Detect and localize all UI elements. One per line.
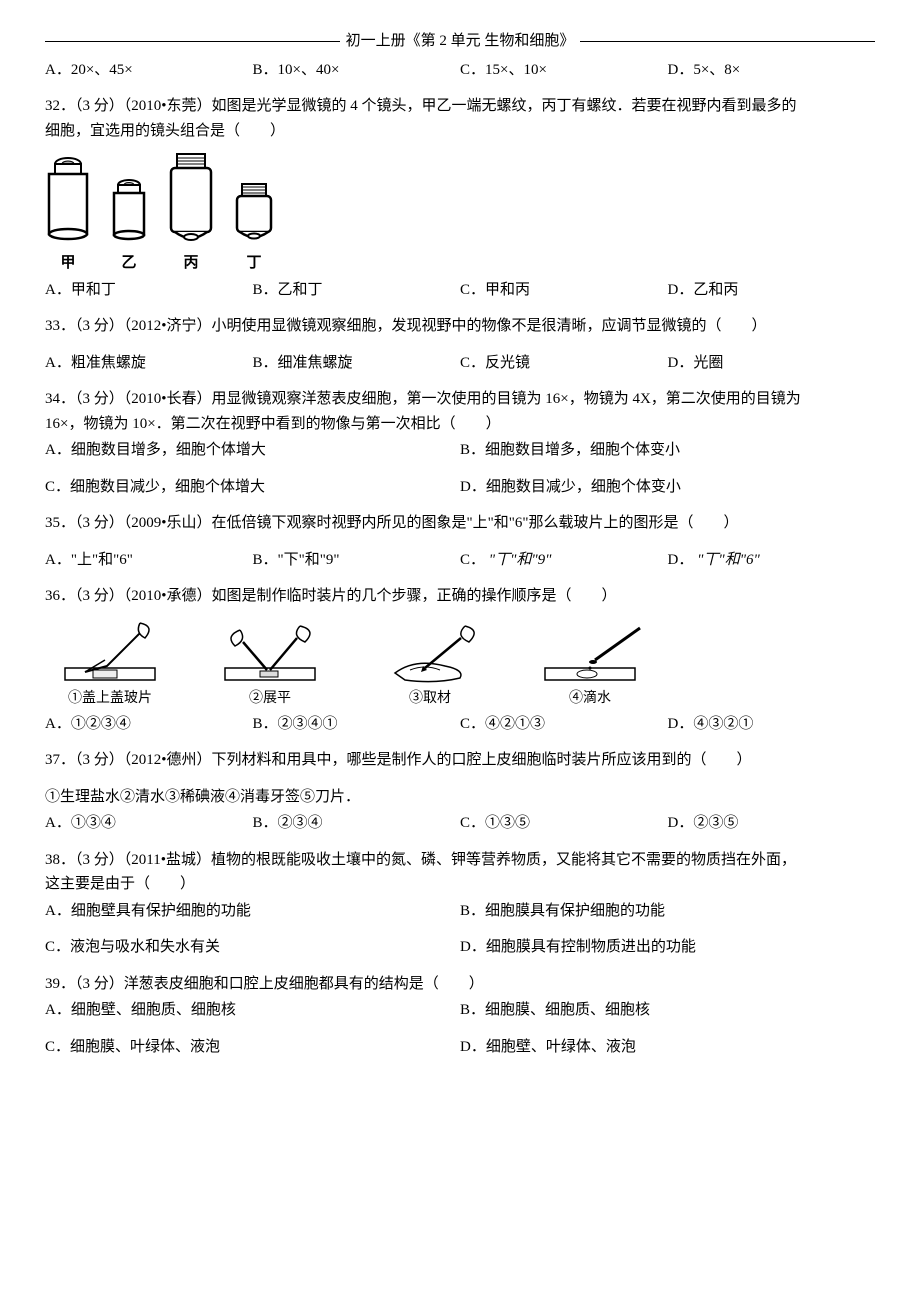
q39-stem: 39．（3 分）洋葱表皮细胞和口腔上皮细胞都具有的结构是（ ） xyxy=(45,973,875,996)
drop-water-icon xyxy=(525,618,655,688)
q36-opt-b: B．②③④① xyxy=(253,713,461,736)
step-3: ③取材 xyxy=(365,618,495,709)
q32-stem-2: 细胞，宜选用的镜头组合是（ ） xyxy=(45,120,875,143)
q38-opt-b: B．细胞膜具有保护细胞的功能 xyxy=(460,900,875,923)
step-4: ④滴水 xyxy=(525,618,655,709)
q32-options: A．甲和丁 B．乙和丁 C．甲和丙 D．乙和丙 xyxy=(45,279,875,302)
q39-opt-a: A．细胞壁、细胞质、细胞核 xyxy=(45,999,460,1022)
q38-options-cd: C．液泡与吸水和失水有关 D．细胞膜具有控制物质进出的功能 xyxy=(45,936,875,959)
q39-options-ab: A．细胞壁、细胞质、细胞核 B．细胞膜、细胞质、细胞核 xyxy=(45,999,875,1022)
q38-stem-1: 38．（3 分）（2011•盐城）植物的根既能吸收土壤中的氮、磷、钾等营养物质，… xyxy=(45,849,875,872)
q39: 39．（3 分）洋葱表皮细胞和口腔上皮细胞都具有的结构是（ ） A．细胞壁、细胞… xyxy=(45,973,875,1059)
q35-opt-a: A．"上"和"6" xyxy=(45,549,253,572)
q34-options-cd: C．细胞数目减少，细胞个体增大 D．细胞数目减少，细胞个体变小 xyxy=(45,476,875,499)
step-4-label: ④滴水 xyxy=(525,688,655,709)
q34-stem-2: 16×，物镜为 10×．第二次在视野中看到的物像与第一次相比（ ） xyxy=(45,413,875,436)
q38-stem-2: 这主要是由于（ ） xyxy=(45,873,875,896)
q33-stem: 33．（3 分）（2012•济宁）小明使用显微镜观察细胞，发现视野中的物像不是很… xyxy=(45,315,875,338)
step-2-label: ②展平 xyxy=(205,688,335,709)
q32-stem-1: 32．（3 分）（2010•东莞）如图是光学显微镜的 4 个镜头，甲乙一端无螺纹… xyxy=(45,95,875,118)
q32: 32．（3 分）（2010•东莞）如图是光学显微镜的 4 个镜头，甲乙一端无螺纹… xyxy=(45,95,875,301)
label-jia: 甲 xyxy=(45,252,91,275)
q32-figure xyxy=(45,152,875,248)
q39-opt-d: D．细胞壁、叶绿体、液泡 xyxy=(460,1036,875,1059)
q37-options: A．①③④ B．②③④ C．①③⑤ D．②③⑤ xyxy=(45,812,875,835)
q34-opt-a: A．细胞数目增多，细胞个体增大 xyxy=(45,439,460,462)
step-1-label: ①盖上盖玻片 xyxy=(45,688,175,709)
q34-stem-1: 34．（3 分）（2010•长春）用显微镜观察洋葱表皮细胞，第一次使用的目镜为 … xyxy=(45,388,875,411)
q33: 33．（3 分）（2012•济宁）小明使用显微镜观察细胞，发现视野中的物像不是很… xyxy=(45,315,875,374)
q31-opt-a: A．20×、45× xyxy=(45,59,253,82)
q35-opt-d: D． "丅"和"6" xyxy=(668,549,876,572)
q39-opt-b: B．细胞膜、细胞质、细胞核 xyxy=(460,999,875,1022)
q31-options: A．20×、45× B．10×、40× C．15×、10× D．5×、8× xyxy=(45,59,875,82)
q37-opt-c: C．①③⑤ xyxy=(460,812,668,835)
q36-options: A．①②③④ B．②③④① C．④②①③ D．④③②① xyxy=(45,713,875,736)
q34-opt-d: D．细胞数目减少，细胞个体变小 xyxy=(460,476,875,499)
q33-opt-d: D．光圈 xyxy=(668,352,876,375)
q31-opt-b: B．10×、40× xyxy=(253,59,461,82)
spread-icon xyxy=(205,618,335,688)
q37-opt-b: B．②③④ xyxy=(253,812,461,835)
q35-d-img: "丅"和"6" xyxy=(697,552,760,568)
q38-opt-d: D．细胞膜具有控制物质进出的功能 xyxy=(460,936,875,959)
q36-opt-c: C．④②①③ xyxy=(460,713,668,736)
lens-ding-icon xyxy=(233,182,275,248)
step-3-label: ③取材 xyxy=(365,688,495,709)
q35-options: A．"上"和"6" B．"下"和"9" C． "丅"和"9" D． "丅"和"6… xyxy=(45,549,875,572)
q38-options-ab: A．细胞壁具有保护细胞的功能 B．细胞膜具有保护细胞的功能 xyxy=(45,900,875,923)
q32-labels: 甲 乙 丙 丁 xyxy=(45,252,875,275)
q32-opt-c: C．甲和丙 xyxy=(460,279,668,302)
label-bing: 丙 xyxy=(167,252,215,275)
q31-opt-d: D．5×、8× xyxy=(668,59,876,82)
q31-opt-c: C．15×、10× xyxy=(460,59,668,82)
q34-opt-c: C．细胞数目减少，细胞个体增大 xyxy=(45,476,460,499)
q35-opt-b: B．"下"和"9" xyxy=(253,549,461,572)
q37-opt-d: D．②③⑤ xyxy=(668,812,876,835)
q36: 36．（3 分）（2010•承德）如图是制作临时装片的几个步骤，正确的操作顺序是… xyxy=(45,585,875,735)
q36-opt-d: D．④③②① xyxy=(668,713,876,736)
q38-opt-c: C．液泡与吸水和失水有关 xyxy=(45,936,460,959)
q35-stem: 35．（3 分）（2009•乐山）在低倍镜下观察时视野内所见的图象是"上"和"6… xyxy=(45,512,875,535)
q33-opt-a: A．粗准焦螺旋 xyxy=(45,352,253,375)
sample-icon xyxy=(365,618,495,688)
q34-opt-b: B．细胞数目增多，细胞个体变小 xyxy=(460,439,875,462)
lens-jia-icon xyxy=(45,156,91,248)
q37: 37．（3 分）（2012•德州）下列材料和用具中，哪些是制作人的口腔上皮细胞临… xyxy=(45,749,875,835)
q34-options-ab: A．细胞数目增多，细胞个体增大 B．细胞数目增多，细胞个体变小 xyxy=(45,439,875,462)
q33-opt-c: C．反光镜 xyxy=(460,352,668,375)
q39-options-cd: C．细胞膜、叶绿体、液泡 D．细胞壁、叶绿体、液泡 xyxy=(45,1036,875,1059)
q35-opt-c: C． "丅"和"9" xyxy=(460,549,668,572)
q36-opt-a: A．①②③④ xyxy=(45,713,253,736)
q32-opt-a: A．甲和丁 xyxy=(45,279,253,302)
q32-opt-d: D．乙和丙 xyxy=(668,279,876,302)
q36-stem: 36．（3 分）（2010•承德）如图是制作临时装片的几个步骤，正确的操作顺序是… xyxy=(45,585,875,608)
lens-yi-icon xyxy=(109,178,149,248)
q35: 35．（3 分）（2009•乐山）在低倍镜下观察时视野内所见的图象是"上"和"6… xyxy=(45,512,875,571)
q33-opt-b: B．细准焦螺旋 xyxy=(253,352,461,375)
q38-opt-a: A．细胞壁具有保护细胞的功能 xyxy=(45,900,460,923)
label-yi: 乙 xyxy=(109,252,149,275)
q38: 38．（3 分）（2011•盐城）植物的根既能吸收土壤中的氮、磷、钾等营养物质，… xyxy=(45,849,875,959)
q36-figure: ①盖上盖玻片 ②展平 ③取材 xyxy=(45,618,875,709)
q35-c-img: "丅"和"9" xyxy=(489,552,552,568)
q39-opt-c: C．细胞膜、叶绿体、液泡 xyxy=(45,1036,460,1059)
q37-list: ①生理盐水②清水③稀碘液④消毒牙签⑤刀片． xyxy=(45,786,875,809)
q32-opt-b: B．乙和丁 xyxy=(253,279,461,302)
q37-stem: 37．（3 分）（2012•德州）下列材料和用具中，哪些是制作人的口腔上皮细胞临… xyxy=(45,749,875,772)
q34: 34．（3 分）（2010•长春）用显微镜观察洋葱表皮细胞，第一次使用的目镜为 … xyxy=(45,388,875,498)
header-row: 初一上册《第 2 单元 生物和细胞》 xyxy=(45,30,875,53)
cover-slip-icon xyxy=(45,618,175,688)
step-2: ②展平 xyxy=(205,618,335,709)
label-ding: 丁 xyxy=(233,252,275,275)
q33-options: A．粗准焦螺旋 B．细准焦螺旋 C．反光镜 D．光圈 xyxy=(45,352,875,375)
lens-bing-icon xyxy=(167,152,215,248)
page-header: 初一上册《第 2 单元 生物和细胞》 xyxy=(340,30,581,53)
q37-opt-a: A．①③④ xyxy=(45,812,253,835)
step-1: ①盖上盖玻片 xyxy=(45,618,175,709)
